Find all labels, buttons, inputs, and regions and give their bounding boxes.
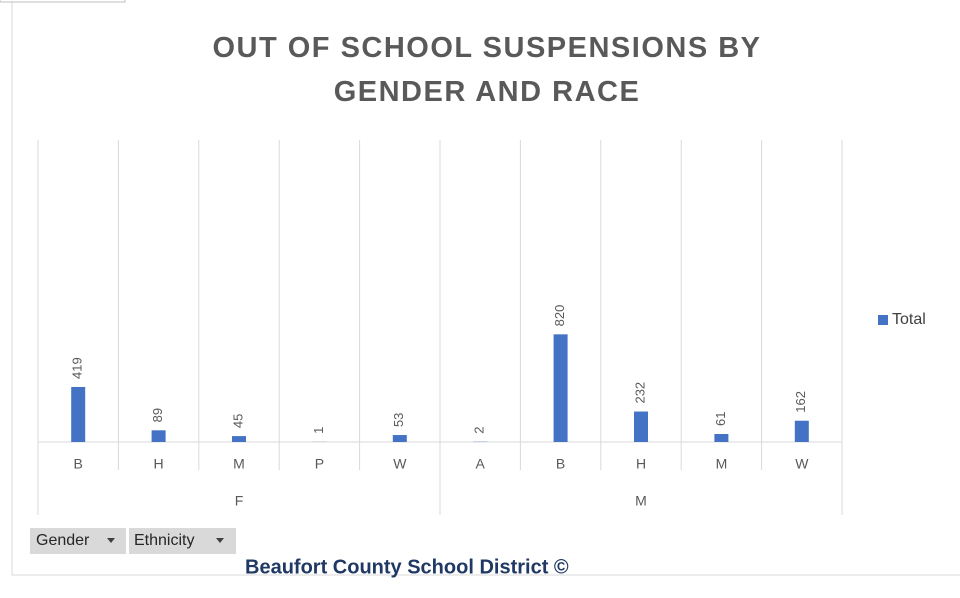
dropdown-arrow[interactable] bbox=[216, 538, 224, 543]
bar bbox=[794, 420, 809, 442]
filter-button[interactable]: Gender bbox=[30, 528, 126, 554]
button-label[interactable]: Ethnicity bbox=[134, 532, 194, 549]
data-label: 45 bbox=[230, 414, 245, 428]
data-label: 2 bbox=[472, 427, 487, 434]
x-tick-label: W bbox=[393, 456, 407, 472]
data-label: 53 bbox=[391, 413, 406, 427]
x-tick-label: B bbox=[74, 456, 83, 472]
group-label: F bbox=[235, 493, 244, 509]
data-label: 61 bbox=[713, 412, 728, 426]
data-label: 419 bbox=[70, 357, 85, 379]
bar bbox=[714, 433, 729, 442]
x-tick-label: W bbox=[795, 456, 809, 472]
button-label[interactable]: Gender bbox=[36, 532, 90, 549]
data-label: 232 bbox=[632, 382, 647, 404]
bar bbox=[71, 386, 86, 442]
group-label: M bbox=[635, 493, 647, 509]
x-tick-label: M bbox=[233, 456, 245, 472]
x-tick-label: H bbox=[154, 456, 164, 472]
dropdown-arrow[interactable] bbox=[107, 538, 115, 543]
tab bbox=[0, 0, 126, 3]
bar bbox=[232, 436, 246, 442]
x-tick-label: B bbox=[556, 456, 565, 472]
data-label: 162 bbox=[793, 391, 808, 413]
bar bbox=[634, 411, 648, 442]
x-tick-label: H bbox=[636, 456, 646, 472]
legend-label: Total bbox=[892, 311, 926, 328]
data-label: 89 bbox=[150, 408, 165, 422]
x-tick-label: A bbox=[476, 456, 486, 472]
legend-swatch bbox=[878, 315, 888, 325]
data-label: 820 bbox=[552, 305, 567, 327]
chart-frame bbox=[11, 0, 960, 576]
button-bg[interactable] bbox=[129, 528, 236, 554]
bar bbox=[151, 430, 166, 442]
footer: Beaufort County School District © bbox=[245, 556, 569, 578]
chart-title: OUT OF SCHOOL SUSPENSIONS BY GENDER AND … bbox=[212, 32, 762, 108]
x-tick-label: M bbox=[716, 456, 728, 472]
bar bbox=[553, 334, 568, 442]
x-tick-label: P bbox=[315, 456, 324, 472]
filter-button[interactable]: Ethnicity bbox=[129, 528, 236, 554]
bar bbox=[392, 435, 407, 442]
data-label: 1 bbox=[311, 427, 326, 434]
